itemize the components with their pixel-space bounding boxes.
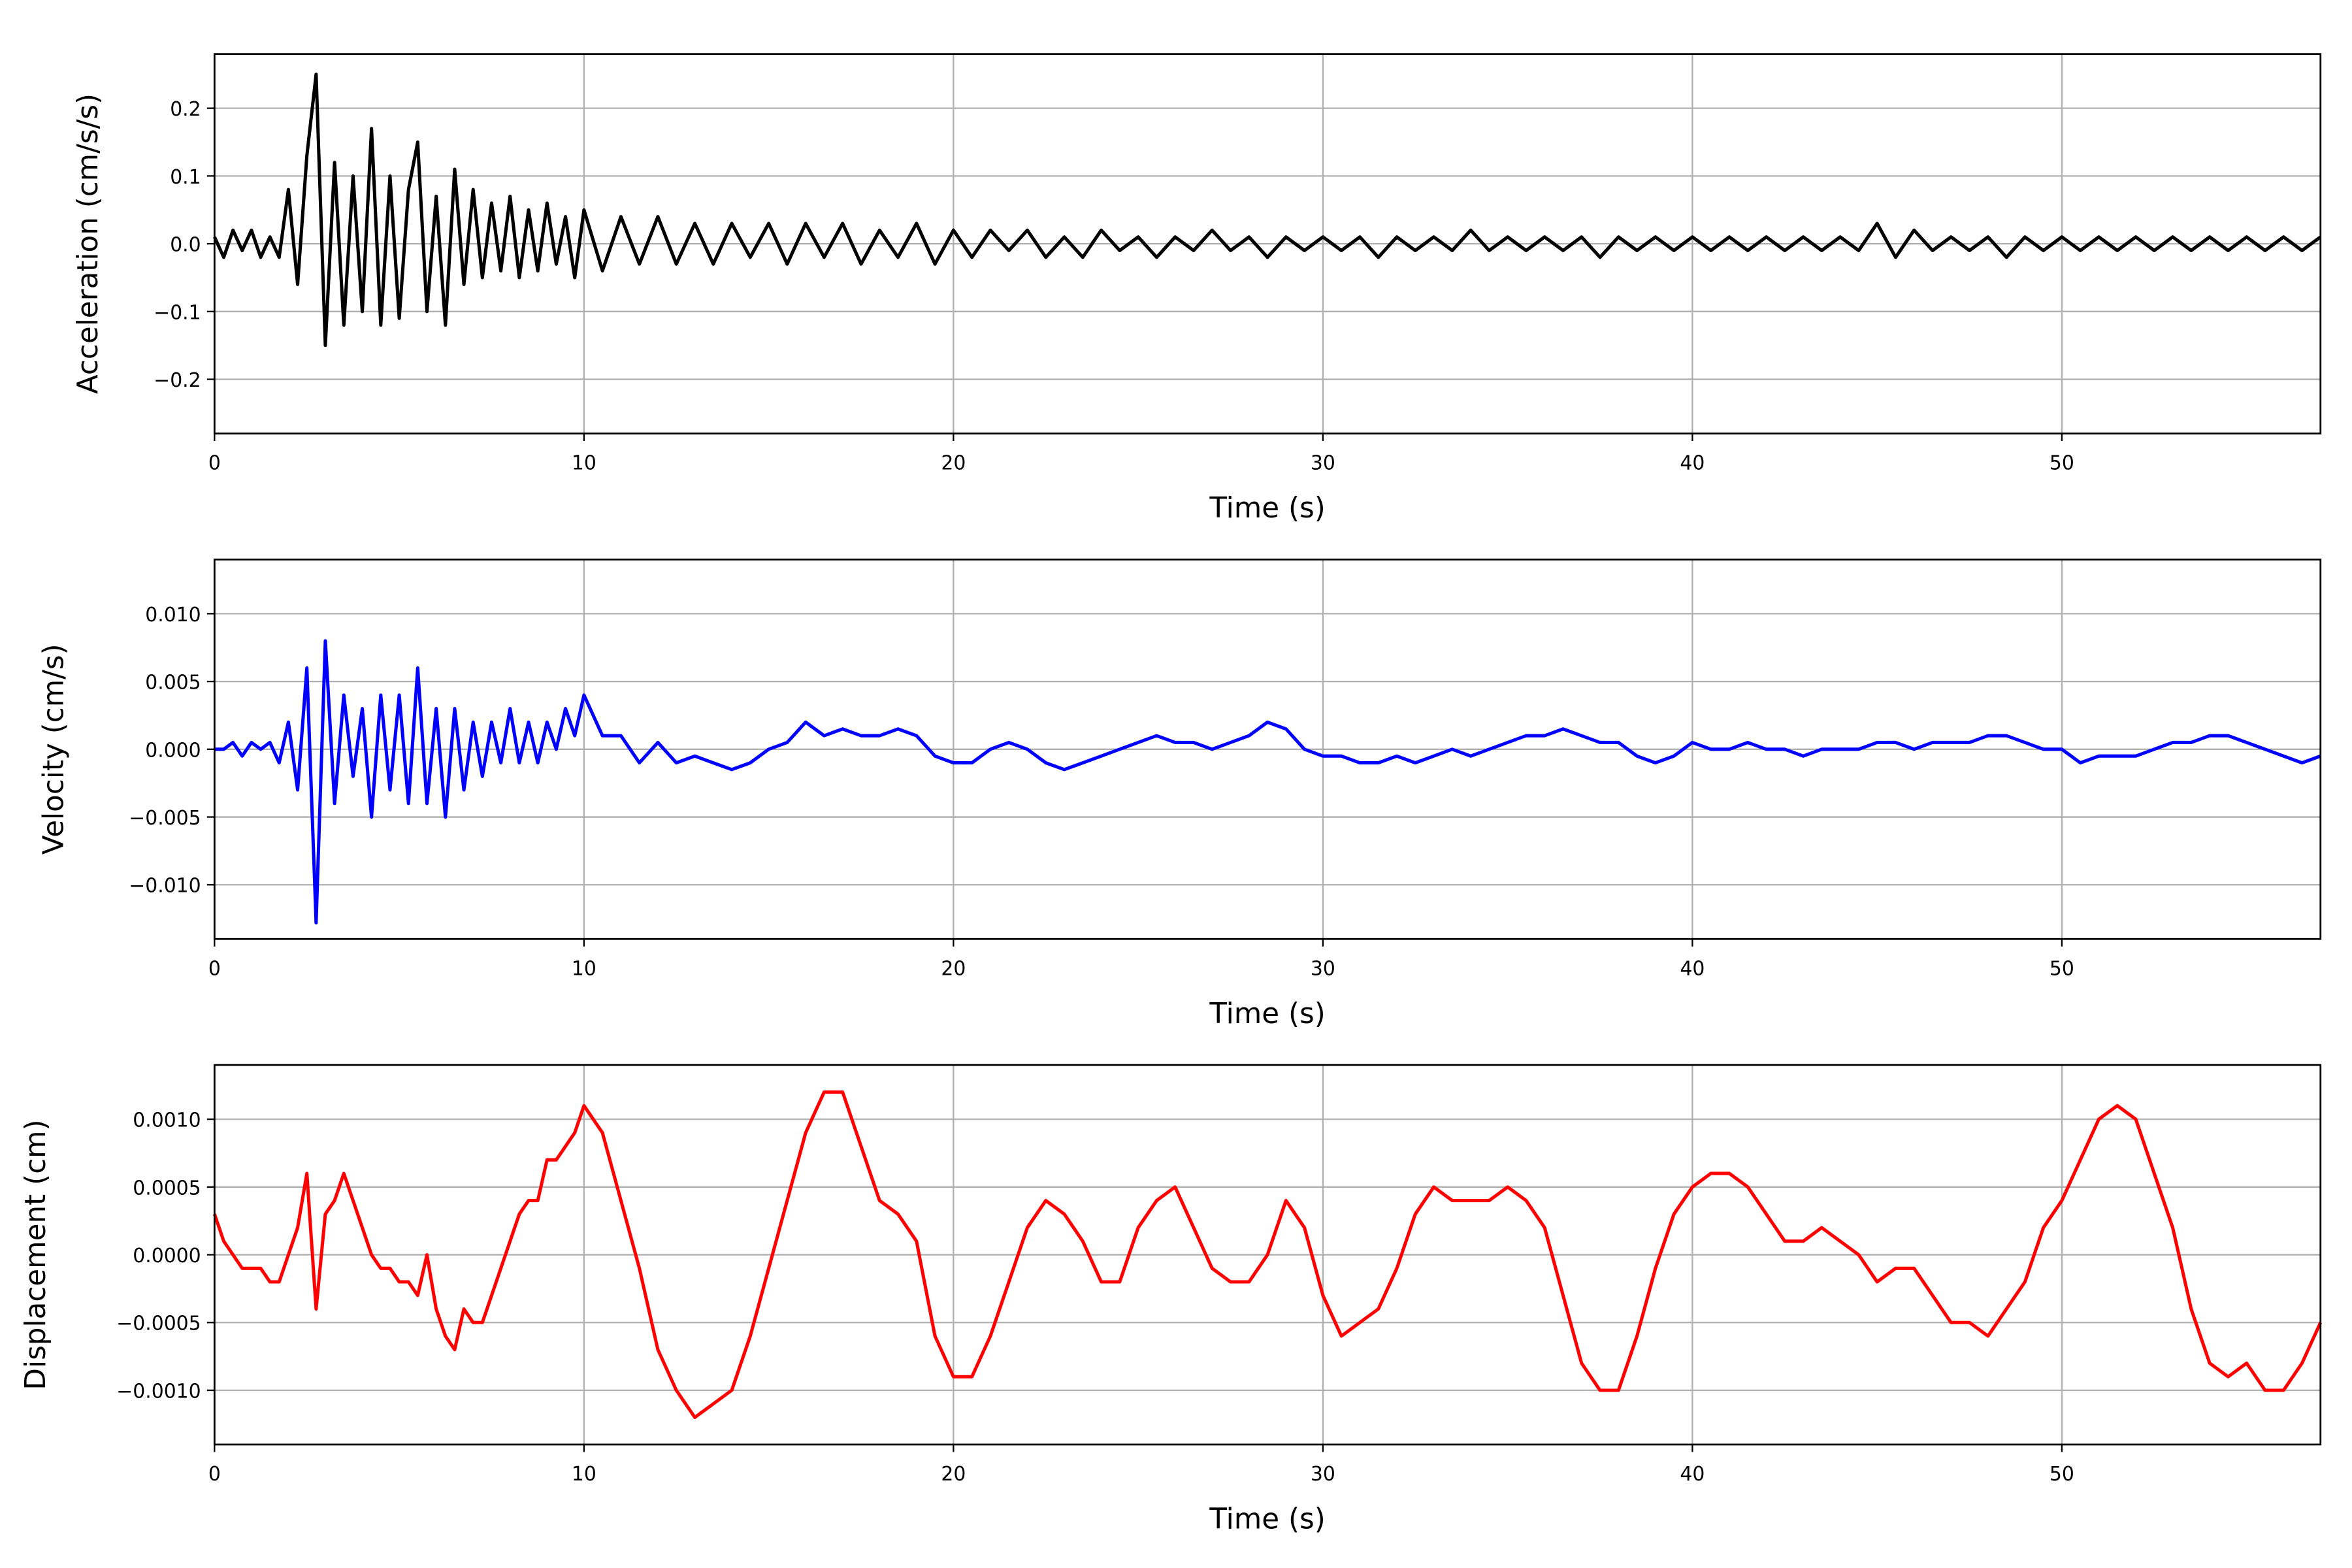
data-line <box>212 1090 2323 1420</box>
x-axis-label: Time (s) <box>1209 998 1325 1030</box>
x-tick-label: 40 <box>1680 452 1705 475</box>
y-axis-label: Velocity (cm/s) <box>37 644 70 855</box>
y-tick-label: 0.2 <box>170 98 201 121</box>
x-tick-label: 0 <box>208 1463 221 1486</box>
x-axis-label: Time (s) <box>1209 1503 1325 1536</box>
x-tick-label: 0 <box>208 452 221 475</box>
y-tick-label: 0.000 <box>145 739 201 762</box>
x-tick-label: 30 <box>1311 957 1335 980</box>
y-tick-label: 0.1 <box>170 166 201 189</box>
y-tick-label: −0.2 <box>154 369 201 392</box>
y-tick-label: 0.005 <box>145 672 201 694</box>
plot-frame <box>213 559 2322 940</box>
x-axis-label: Time (s) <box>1209 492 1325 525</box>
x-tick-label: 40 <box>1680 1463 1705 1486</box>
subplot: 0 10 20 30 40 50 −0.0010 −0.0005 0.0000 0.0005 0.0… <box>20 1064 2323 1536</box>
subplot: 0 10 20 30 40 50 −0.010 −0.005 0.000 0.005 0.010 Ti… <box>37 559 2322 1030</box>
y-axis-label: Acceleration (cm/s/s) <box>72 93 105 394</box>
y-tick-label: −0.0005 <box>116 1313 201 1335</box>
x-tick-label: 50 <box>2050 1463 2074 1486</box>
y-tick-label: −0.005 <box>129 807 201 830</box>
x-tick-label: 20 <box>941 957 966 980</box>
y-tick-label: −0.0010 <box>116 1380 201 1403</box>
x-tick-label: 50 <box>2050 957 2074 980</box>
y-tick-label: −0.010 <box>129 875 201 898</box>
y-tick-label: −0.1 <box>154 301 201 324</box>
x-tick-label: 50 <box>2050 452 2074 475</box>
x-tick-label: 10 <box>572 1463 596 1486</box>
x-tick-label: 40 <box>1680 957 1705 980</box>
y-axis-label: Displacement (cm) <box>20 1119 52 1390</box>
x-tick-label: 20 <box>941 1463 966 1486</box>
data-line <box>214 639 2321 924</box>
x-tick-label: 30 <box>1311 1463 1335 1486</box>
y-tick-label: 0.0000 <box>133 1245 201 1267</box>
x-tick-label: 10 <box>572 957 596 980</box>
x-tick-label: 20 <box>941 452 966 475</box>
subplot: 0 10 20 30 40 50 −0.2 −0.1 0.0 0.1 0.2 Time (s) Acce… <box>72 53 2322 525</box>
data-line <box>213 73 2322 348</box>
y-tick-label: 0.010 <box>145 604 201 627</box>
x-tick-label: 30 <box>1311 452 1335 475</box>
y-tick-label: 0.0 <box>170 234 201 257</box>
y-tick-label: 0.0005 <box>133 1177 201 1200</box>
y-tick-label: 0.0010 <box>133 1109 201 1132</box>
plot-frame <box>213 1064 2322 1446</box>
x-tick-label: 10 <box>572 452 596 475</box>
plot-frame <box>213 53 2322 434</box>
x-tick-label: 0 <box>208 957 221 980</box>
